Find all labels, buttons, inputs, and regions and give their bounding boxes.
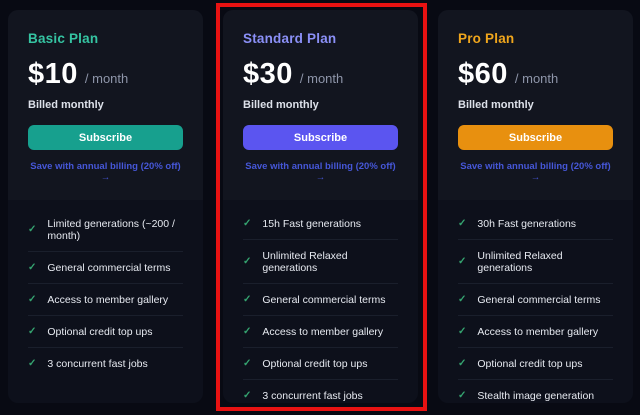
check-icon: ✓ bbox=[28, 224, 37, 235]
plan-card: Pro Plan $60 / month Billed monthly Subs… bbox=[438, 10, 633, 403]
plan-card: Standard Plan $30 / month Billed monthly… bbox=[223, 10, 418, 403]
plan-name: Pro Plan bbox=[458, 31, 515, 46]
features-list: ✓ 30h Fast generations ✓ Unlimited Relax… bbox=[438, 200, 633, 403]
annual-billing-link[interactable]: Save with annual billing (20% off) → bbox=[460, 161, 611, 183]
feature-text: 15h Fast generations bbox=[262, 217, 362, 230]
feature-item: ✓ 3 concurrent fast jobs bbox=[243, 380, 398, 403]
check-icon: ✓ bbox=[458, 294, 467, 305]
check-icon: ✓ bbox=[243, 390, 252, 401]
feature-text: 30h Fast generations bbox=[477, 217, 577, 230]
features-list: ✓ Limited generations (~200 / month) ✓ G… bbox=[8, 200, 203, 403]
check-icon: ✓ bbox=[28, 326, 37, 337]
feature-text: General commercial terms bbox=[47, 261, 171, 274]
pricing-section: Basic Plan $10 / month Billed monthly Su… bbox=[8, 10, 633, 403]
feature-item: ✓ Limited generations (~200 / month) bbox=[28, 208, 183, 252]
feature-item: ✓ General commercial terms bbox=[458, 284, 613, 316]
subscribe-button[interactable]: Subscribe bbox=[28, 125, 183, 150]
check-icon: ✓ bbox=[458, 390, 467, 401]
billing-note: Billed monthly bbox=[458, 99, 534, 111]
price-row: $30 / month bbox=[243, 58, 398, 91]
features-list: ✓ 15h Fast generations ✓ Unlimited Relax… bbox=[223, 200, 418, 403]
feature-text: Optional credit top ups bbox=[262, 357, 368, 370]
feature-text: Limited generations (~200 / month) bbox=[47, 217, 175, 242]
plan-price-period: / month bbox=[84, 71, 129, 86]
plan-price: $10 bbox=[28, 58, 78, 90]
subscribe-button[interactable]: Subscribe bbox=[458, 125, 613, 150]
plan-card-header: Standard Plan $30 / month Billed monthly… bbox=[223, 10, 418, 200]
feature-item: ✓ Optional credit top ups bbox=[458, 348, 613, 380]
check-icon: ✓ bbox=[243, 326, 252, 337]
check-icon: ✓ bbox=[28, 262, 37, 273]
feature-text: Access to member gallery bbox=[477, 325, 599, 338]
check-icon: ✓ bbox=[28, 358, 37, 369]
plan-card-header: Pro Plan $60 / month Billed monthly Subs… bbox=[438, 10, 633, 200]
feature-text: Access to member gallery bbox=[47, 293, 169, 306]
price-row: $60 / month bbox=[458, 58, 613, 91]
annual-billing-link[interactable]: Save with annual billing (20% off) → bbox=[30, 161, 181, 183]
feature-item: ✓ Optional credit top ups bbox=[243, 348, 398, 380]
check-icon: ✓ bbox=[243, 358, 252, 369]
plan-price: $60 bbox=[458, 58, 508, 90]
feature-item: ✓ General commercial terms bbox=[243, 284, 398, 316]
feature-item: ✓ Unlimited Relaxed generations bbox=[243, 240, 398, 284]
plan-price: $30 bbox=[243, 58, 293, 90]
feature-text: Unlimited Relaxed generations bbox=[262, 249, 348, 274]
feature-item: ✓ 3 concurrent fast jobs bbox=[28, 348, 183, 379]
plan-name: Standard Plan bbox=[243, 31, 337, 46]
check-icon: ✓ bbox=[458, 218, 467, 229]
check-icon: ✓ bbox=[28, 294, 37, 305]
check-icon: ✓ bbox=[458, 326, 467, 337]
feature-item: ✓ 15h Fast generations bbox=[243, 208, 398, 240]
feature-text: General commercial terms bbox=[262, 293, 386, 306]
check-icon: ✓ bbox=[458, 256, 467, 267]
feature-item: ✓ Unlimited Relaxed generations bbox=[458, 240, 613, 284]
plan-price-period: / month bbox=[514, 71, 559, 86]
feature-text: Optional credit top ups bbox=[47, 325, 153, 338]
plan-card-header: Basic Plan $10 / month Billed monthly Su… bbox=[8, 10, 203, 200]
feature-item: ✓ Access to member gallery bbox=[458, 316, 613, 348]
subscribe-button[interactable]: Subscribe bbox=[243, 125, 398, 150]
check-icon: ✓ bbox=[243, 294, 252, 305]
feature-text: Access to member gallery bbox=[262, 325, 384, 338]
check-icon: ✓ bbox=[243, 218, 252, 229]
feature-text: 3 concurrent fast jobs bbox=[47, 357, 148, 370]
feature-item: ✓ Optional credit top ups bbox=[28, 316, 183, 348]
feature-text: Stealth image generation bbox=[477, 389, 595, 402]
plan-name: Basic Plan bbox=[28, 31, 99, 46]
feature-text: 3 concurrent fast jobs bbox=[262, 389, 363, 402]
feature-text: General commercial terms bbox=[477, 293, 601, 306]
feature-item: ✓ 30h Fast generations bbox=[458, 208, 613, 240]
check-icon: ✓ bbox=[458, 358, 467, 369]
billing-note: Billed monthly bbox=[28, 99, 104, 111]
plan-price-period: / month bbox=[299, 71, 344, 86]
annual-billing-link[interactable]: Save with annual billing (20% off) → bbox=[245, 161, 396, 183]
feature-item: ✓ General commercial terms bbox=[28, 252, 183, 284]
plan-card: Basic Plan $10 / month Billed monthly Su… bbox=[8, 10, 203, 403]
billing-note: Billed monthly bbox=[243, 99, 319, 111]
check-icon: ✓ bbox=[243, 256, 252, 267]
feature-text: Unlimited Relaxed generations bbox=[477, 249, 563, 274]
feature-item: ✓ Access to member gallery bbox=[28, 284, 183, 316]
feature-item: ✓ Stealth image generation bbox=[458, 380, 613, 403]
price-row: $10 / month bbox=[28, 58, 183, 91]
feature-text: Optional credit top ups bbox=[477, 357, 583, 370]
feature-item: ✓ Access to member gallery bbox=[243, 316, 398, 348]
